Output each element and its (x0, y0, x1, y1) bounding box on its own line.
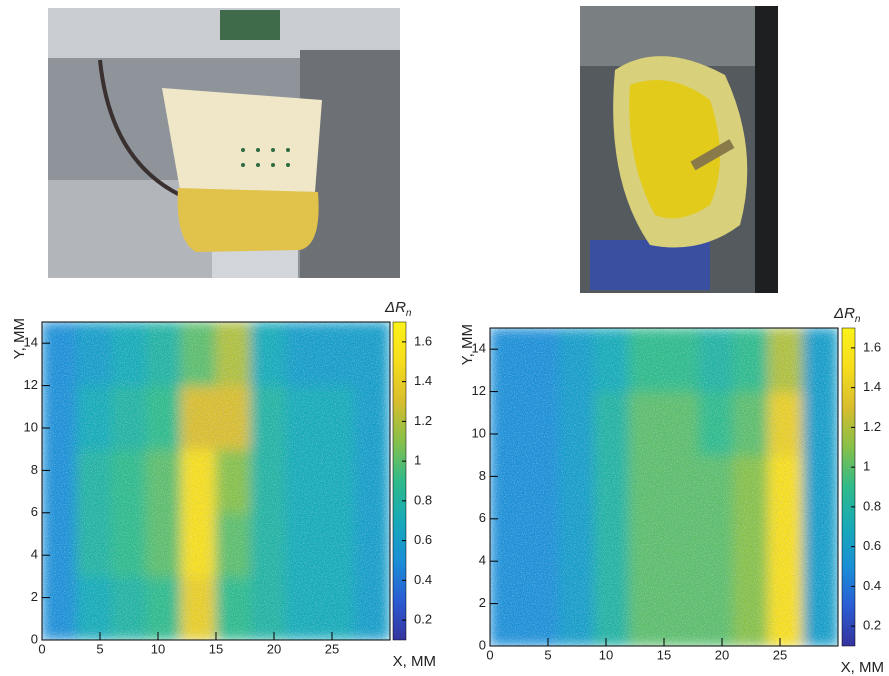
photo-sample-left (48, 8, 400, 278)
y-tick-label: 0 (479, 637, 486, 652)
colorbar (841, 327, 856, 647)
z-tick-label: 1 (863, 459, 870, 474)
z-tick-label: 0.4 (863, 578, 881, 593)
y-tick-label: 12 (472, 383, 486, 398)
noise (42, 322, 390, 640)
y-tick-label: 8 (479, 468, 486, 483)
z-tick-label: 0.2 (414, 612, 432, 627)
heatmap-cells (490, 328, 838, 646)
z-label-main: ΔR (833, 305, 855, 322)
z-axis-label: ΔRn (833, 305, 861, 325)
x-tick-label: 20 (267, 641, 281, 656)
y-tick-label: 8 (31, 462, 38, 477)
y-tick-label: 14 (24, 335, 38, 350)
z-axis-label: ΔRn (384, 299, 412, 319)
x-tick-label: 15 (209, 641, 223, 656)
x-tick-label: 15 (657, 647, 671, 662)
y-tick-label: 4 (479, 553, 486, 568)
z-tick-label: 1.6 (414, 333, 432, 348)
x-tick-label: 20 (715, 647, 729, 662)
z-tick-label: 1.4 (863, 379, 881, 394)
y-tick-label: 10 (24, 419, 38, 434)
x-tick-label: 10 (151, 641, 165, 656)
y-axis-label: Y, MM (11, 318, 28, 359)
z-tick-label: 0.6 (863, 538, 881, 553)
x-axis-label: X, MM (393, 653, 436, 670)
z-tick-label: 0.6 (414, 532, 432, 547)
z-label-sub: n (406, 308, 412, 319)
photo-sample-right (580, 6, 778, 293)
x-tick-label: 25 (325, 641, 339, 656)
y-tick-label: 6 (31, 504, 38, 519)
y-tick-label: 4 (31, 547, 38, 562)
z-tick-label: 1.2 (414, 413, 432, 428)
x-axis-label: X, MM (841, 659, 884, 676)
z-tick-label: 1.2 (863, 419, 881, 434)
y-tick-label: 12 (24, 377, 38, 392)
z-tick-label: 0.2 (863, 618, 881, 633)
heatmap-cells (42, 322, 390, 640)
z-tick-label: 1.6 (863, 339, 881, 354)
z-tick-label: 1 (414, 453, 421, 468)
colorbar (392, 321, 407, 641)
x-tick-label: 25 (773, 647, 787, 662)
y-tick-label: 6 (479, 510, 486, 525)
x-tick-label: 0 (486, 647, 493, 662)
x-tick-label: 10 (599, 647, 613, 662)
y-tick-label: 2 (479, 595, 486, 610)
y-tick-label: 10 (472, 425, 486, 440)
y-axis-label: Y, MM (459, 324, 476, 365)
y-tick-label: 0 (31, 631, 38, 646)
z-label-sub: n (855, 314, 861, 325)
noise (490, 328, 838, 646)
z-tick-label: 0.8 (414, 492, 432, 507)
z-tick-label: 1.4 (414, 373, 432, 388)
y-tick-label: 2 (31, 589, 38, 604)
z-tick-label: 0.8 (863, 498, 881, 513)
y-tick-label: 14 (472, 341, 486, 356)
z-tick-label: 0.4 (414, 572, 432, 587)
x-tick-label: 5 (544, 647, 551, 662)
x-tick-label: 5 (96, 641, 103, 656)
x-tick-label: 0 (38, 641, 45, 656)
z-label-main: ΔR (384, 299, 406, 316)
